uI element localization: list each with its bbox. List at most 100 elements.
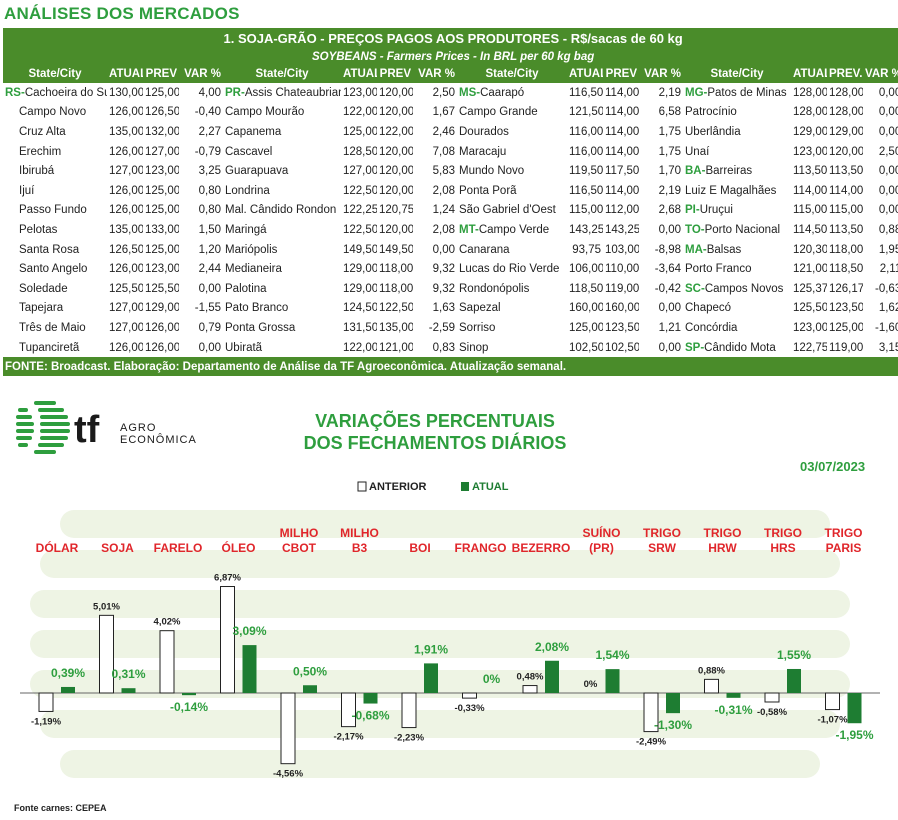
label-anterior: 0,48% xyxy=(517,672,544,683)
category-label: B3 xyxy=(352,541,368,555)
var-cell: 1,24 xyxy=(432,204,455,217)
label-atual: 1,54% xyxy=(595,648,629,662)
prev-cell: 133,00 xyxy=(145,223,179,236)
atual-cell: 115,00 xyxy=(793,204,827,217)
var-cell: 1,50 xyxy=(198,223,221,236)
atual-cell: 127,00 xyxy=(109,165,143,178)
category-label: DÓLAR xyxy=(36,540,79,555)
city-name: Passo Fundo xyxy=(19,204,87,217)
state-code: MT- xyxy=(459,223,479,236)
table-row: Passo Fundo 126,00 125,00 0,80 Mal. Cândido … xyxy=(3,201,898,221)
city-name: Sorriso xyxy=(459,321,496,334)
city-name: Sapezal xyxy=(459,302,501,315)
category-label: FRANGO xyxy=(455,541,507,555)
atual-cell: 122,50 xyxy=(343,184,377,197)
city-cell: Ibirubá xyxy=(3,161,107,181)
atual-cell: 130,00 xyxy=(109,86,143,99)
prev-cell: 149,50 xyxy=(379,243,413,256)
legend-label-anterior: ANTERIOR xyxy=(369,481,427,493)
label-anterior: -1,19% xyxy=(31,716,62,727)
prev-cell: 119,00 xyxy=(605,282,639,295)
atual-cell: 126,00 xyxy=(109,184,143,197)
table-header-row: State/CityATUALPREVVAR %State/CityATUALP… xyxy=(3,65,898,83)
city-cell: Uberlândia xyxy=(683,122,791,142)
page-title: ANÁLISES DOS MERCADOS xyxy=(4,4,240,23)
city-name: Unaí xyxy=(685,145,710,158)
atual-cell: 127,00 xyxy=(109,302,143,315)
prev-cell: 126,00 xyxy=(145,321,179,334)
city-name: Cascavel xyxy=(225,145,273,158)
city-cell: Lucas do Rio Verde xyxy=(457,259,567,279)
city-name: Pato Branco xyxy=(225,302,289,315)
prev-cell: 102,50 xyxy=(605,341,639,354)
column-header: ATUAL xyxy=(567,65,603,83)
category-label: BOI xyxy=(409,541,430,555)
table-row: Soledade 125,50 125,50 0,00 Palotina 129,00 11… xyxy=(3,279,898,299)
state-code: MA- xyxy=(685,243,707,256)
var-cell: 0,00 xyxy=(878,204,898,217)
city-name: Palotina xyxy=(225,282,267,295)
prev-cell: 120,00 xyxy=(829,145,863,158)
prev-cell: 117,50 xyxy=(605,165,639,178)
atual-cell: 143,25 xyxy=(569,223,603,236)
label-anterior: 6,87% xyxy=(214,573,241,584)
label-anterior: -1,07% xyxy=(817,715,848,726)
city-cell: Santo Angelo xyxy=(3,259,107,279)
state-code: RS- xyxy=(5,86,25,99)
bar-atual xyxy=(363,693,378,704)
category-label: ÓLEO xyxy=(221,540,255,555)
table-subtitle: SOYBEANS - Farmers Prices - In BRL per 6… xyxy=(3,48,898,65)
city-cell: Luiz E Magalhães xyxy=(683,181,791,201)
table-row: Tapejara 127,00 129,00 -1,55 Pato Branco 124,… xyxy=(3,299,898,319)
prev-cell: 119,00 xyxy=(829,341,863,354)
prev-cell: 120,00 xyxy=(379,165,413,178)
city-name: Lucas do Rio Verde xyxy=(459,263,560,276)
bar-atual xyxy=(605,669,620,693)
city-name: Mundo Novo xyxy=(459,165,525,178)
bar-atual xyxy=(242,645,257,693)
city-cell: MA-Balsas xyxy=(683,240,791,260)
bar-anterior xyxy=(704,678,719,694)
city-name: Soledade xyxy=(19,282,68,295)
city-name: Londrina xyxy=(225,184,270,197)
atual-cell: 128,00 xyxy=(793,106,827,119)
city-name: Guarapuava xyxy=(225,165,289,178)
bar-anterior xyxy=(764,692,780,703)
column-header: VAR % xyxy=(179,65,223,83)
atual-cell: 122,25 xyxy=(343,204,377,217)
label-atual: -1,95% xyxy=(835,728,873,742)
var-cell: 5,83 xyxy=(432,165,455,178)
atual-cell: 123,00 xyxy=(343,86,377,99)
city-cell: Chapecó xyxy=(683,299,791,319)
bar-anterior xyxy=(38,692,54,712)
category-label: SOJA xyxy=(101,541,134,555)
city-name: Balsas xyxy=(706,243,742,256)
city-name: Sinop xyxy=(459,341,489,354)
city-name: Porto Nacional xyxy=(704,223,781,236)
prev-cell: 120,00 xyxy=(379,223,413,236)
prev-cell: 114,00 xyxy=(605,184,639,197)
city-cell: Sorriso xyxy=(457,318,567,338)
atual-cell: 116,00 xyxy=(569,145,603,158)
column-header: ATUAL xyxy=(107,65,143,83)
var-cell: -1,55 xyxy=(194,302,221,315)
var-cell: 0,00 xyxy=(432,243,455,256)
prev-cell: 114,00 xyxy=(605,145,639,158)
bar-atual xyxy=(847,693,862,724)
city-cell: Medianeira xyxy=(223,259,341,279)
prev-cell: 110,00 xyxy=(605,263,639,276)
city-cell: Porto Franco xyxy=(683,259,791,279)
logo-line2: ECONÔMICA xyxy=(120,433,197,446)
city-cell: Santa Rosa xyxy=(3,240,107,260)
atual-cell: 122,00 xyxy=(343,341,377,354)
bar-atual xyxy=(666,693,680,714)
city-name: Tapejara xyxy=(19,302,64,315)
city-name: Cruz Alta xyxy=(19,125,66,138)
state-code: SC- xyxy=(685,282,705,295)
prev-cell: 129,00 xyxy=(829,125,863,138)
var-cell: 1,63 xyxy=(432,302,455,315)
prev-cell: 120,00 xyxy=(379,145,413,158)
prev-cell: 125,00 xyxy=(145,243,179,256)
bar-anterior xyxy=(401,692,417,729)
category-label: SUÍNO xyxy=(582,525,620,540)
